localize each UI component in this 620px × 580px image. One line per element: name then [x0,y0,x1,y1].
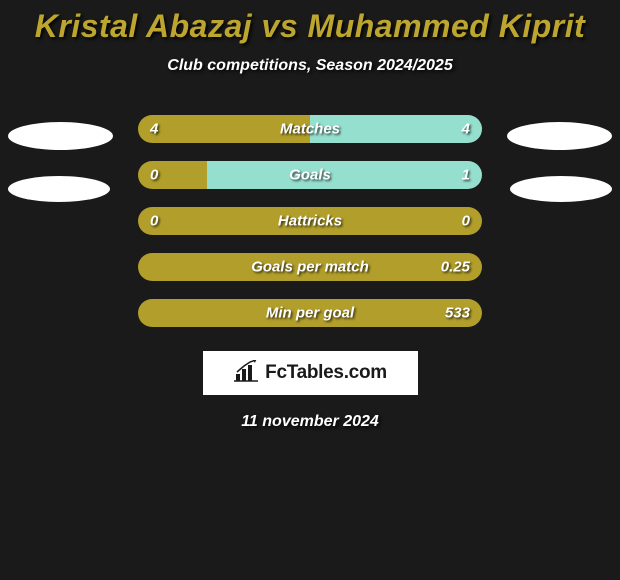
bar-label: Goals [289,167,331,184]
page-title: Kristal Abazaj vs Muhammed Kiprit [0,0,620,45]
logo-box: FcTables.com [203,351,418,395]
subtitle: Club competitions, Season 2024/2025 [0,57,620,75]
avatar-placeholder-left [8,176,110,202]
avatar-placeholder-right [507,122,612,150]
bar-value-left: 0 [150,213,158,230]
comparison-bar: 0 1 Goals [138,161,482,189]
avatar-placeholder-right [510,176,612,202]
bar-value-left: 0 [150,167,158,184]
bar-right-fill [207,161,482,189]
bar-label: Min per goal [266,305,354,322]
comparison-bars: 4 4 Matches 0 1 Goals 0 0 Hattricks 0.25 Goals per… [138,115,482,327]
bar-left-fill [138,161,207,189]
comparison-bar: 0 0 Hattricks [138,207,482,235]
comparison-bar: 4 4 Matches [138,115,482,143]
bar-label: Matches [280,121,340,138]
date-text: 11 november 2024 [0,413,620,431]
bar-value-right: 0 [462,213,470,230]
bar-label: Hattricks [278,213,342,230]
bar-value-right: 0.25 [441,259,470,276]
bar-value-left: 4 [150,121,158,138]
logo-chart-icon [233,360,259,387]
bar-value-right: 1 [462,167,470,184]
comparison-bar: 0.25 Goals per match [138,253,482,281]
comparison-bar: 533 Min per goal [138,299,482,327]
bar-value-right: 4 [462,121,470,138]
bar-label: Goals per match [251,259,369,276]
avatar-placeholder-left [8,122,113,150]
logo-text: FcTables.com [265,362,387,384]
bar-value-right: 533 [445,305,470,322]
